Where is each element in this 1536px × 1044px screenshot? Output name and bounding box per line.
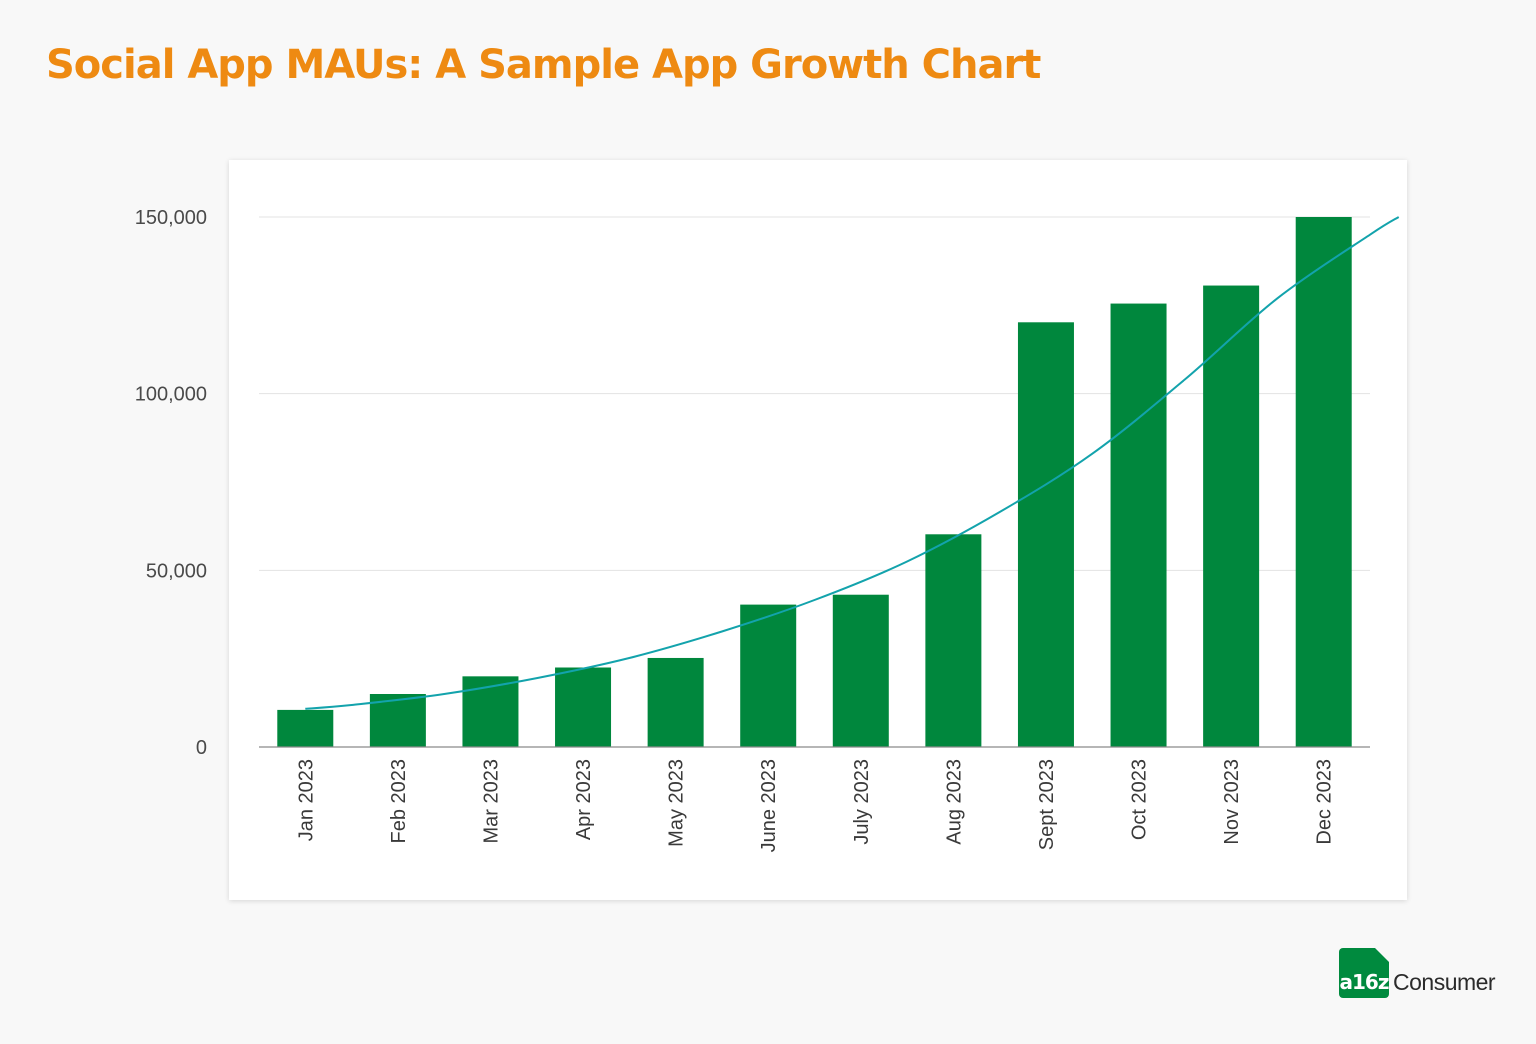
bar — [1017, 322, 1074, 747]
bar — [647, 657, 704, 747]
x-tick-label: Nov 2023 — [1221, 759, 1243, 845]
logo-badge: a16z — [1339, 948, 1389, 998]
bar — [555, 667, 612, 747]
y-axis-ticks: 0 50,000 100,000 150,000 — [135, 207, 207, 759]
trendline-layer — [305, 216, 1400, 710]
x-tick-label: May 2023 — [666, 759, 688, 847]
x-axis-ticks: Jan 2023 Feb 2023 Mar 2023 Apr 2023 May 2023… — [295, 759, 1335, 852]
bar — [1110, 303, 1167, 747]
x-tick-label: Sept 2023 — [1036, 759, 1058, 850]
bar — [462, 676, 519, 747]
y-tick-label: 0 — [196, 737, 207, 759]
gridlines — [259, 216, 1370, 571]
x-tick-label: Apr 2023 — [573, 759, 595, 840]
bar — [740, 604, 797, 747]
chart-title: Social App MAUs: A Sample App Growth Cha… — [46, 42, 1041, 88]
bar — [277, 709, 334, 747]
brand-logo: a16z Consumer — [1339, 948, 1496, 998]
x-tick-label: July 2023 — [851, 759, 873, 845]
bar-chart: 0 50,000 100,000 150,000 Jan 2023 Feb 2023 Ma… — [135, 207, 1400, 852]
trendline — [305, 216, 1400, 710]
bar — [1203, 285, 1260, 747]
x-tick-label: Dec 2023 — [1314, 759, 1336, 845]
bars — [277, 217, 1352, 747]
bar — [1295, 217, 1352, 747]
y-tick-label: 100,000 — [135, 384, 207, 406]
bar — [832, 594, 889, 747]
x-tick-label: Mar 2023 — [480, 759, 502, 844]
y-tick-label: 50,000 — [146, 560, 207, 582]
logo-text: Consumer — [1393, 969, 1496, 995]
bar — [925, 534, 982, 747]
chart-card: 0 50,000 100,000 150,000 Jan 2023 Feb 2023 Ma… — [135, 160, 1407, 900]
x-tick-label: Oct 2023 — [1129, 759, 1151, 840]
y-tick-label: 150,000 — [135, 207, 207, 229]
x-tick-label: Feb 2023 — [388, 759, 410, 844]
x-tick-label: June 2023 — [758, 759, 780, 852]
x-tick-label: Jan 2023 — [295, 759, 317, 841]
logo-mark: a16z — [1339, 970, 1390, 994]
x-tick-label: Aug 2023 — [943, 759, 965, 845]
